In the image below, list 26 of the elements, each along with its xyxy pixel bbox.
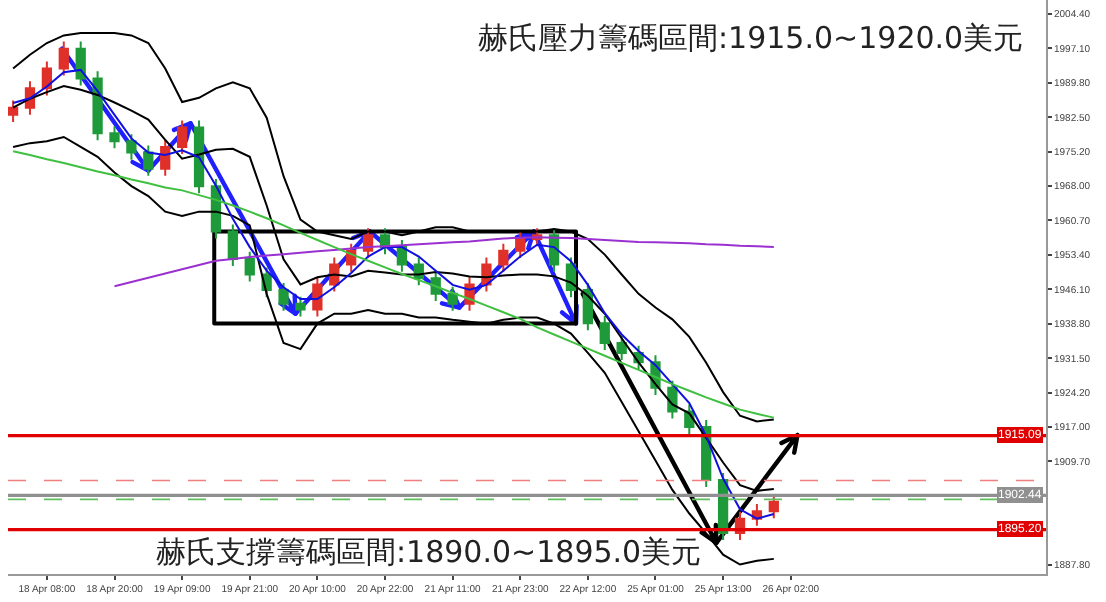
candlestick [278,281,289,312]
line-series [12,150,775,419]
candlestick [599,315,610,352]
candlestick [126,133,137,161]
candlestick [498,242,509,273]
candlestick [143,144,154,177]
candlestick [160,138,171,177]
candlestick [109,125,120,150]
candlestick [8,99,19,123]
candlestick [193,119,205,195]
candlestick [515,230,526,259]
candlestick [227,223,238,267]
candlestick [244,250,255,283]
candlestick [430,270,441,302]
candlestick [295,295,306,318]
candlestick [447,285,458,312]
annotation: 赫氏支撐籌碼區間:1890.0~1895.0美元 [156,534,702,570]
candlestick [92,70,103,142]
candlestick [176,119,188,156]
candlestick [58,40,69,77]
line-series [113,236,775,288]
line-series [12,136,775,566]
candlestick [312,276,323,318]
annotation: 赫氏壓力籌碼區間:1915.0~1920.0美元 [478,20,1024,56]
candlestick [396,239,408,273]
candlestick [768,493,779,520]
